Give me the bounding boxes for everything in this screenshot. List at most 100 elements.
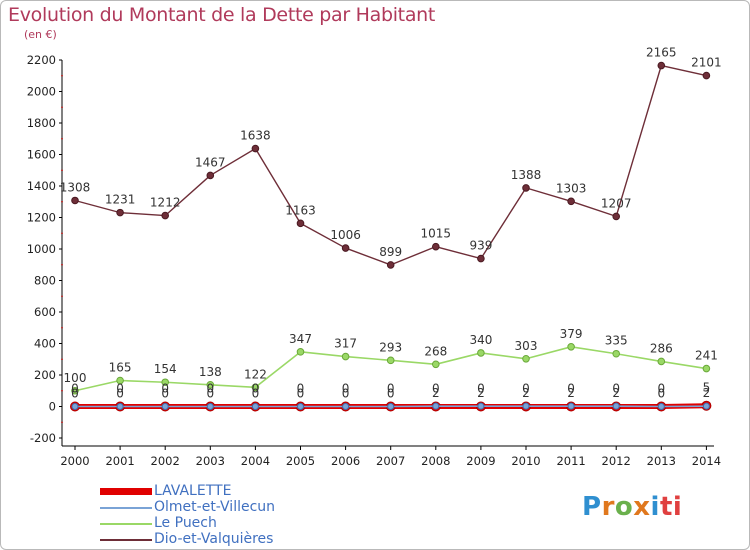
data-label: 0 bbox=[206, 382, 214, 396]
y-tick-label: 1800 bbox=[27, 116, 56, 130]
data-point bbox=[251, 403, 259, 410]
data-label: 138 bbox=[199, 365, 222, 379]
data-label: 2 bbox=[612, 386, 620, 400]
data-label: 1638 bbox=[240, 129, 271, 143]
data-label: 317 bbox=[334, 337, 357, 351]
data-label: 154 bbox=[154, 362, 177, 376]
data-label: 1163 bbox=[285, 203, 316, 217]
data-point bbox=[477, 254, 485, 263]
legend-label-olmet: Olmet-et-Villecun bbox=[154, 499, 276, 515]
x-tick-label: 2001 bbox=[105, 454, 134, 468]
data-point bbox=[296, 348, 305, 356]
x-tick-label: 2014 bbox=[692, 454, 721, 468]
data-point bbox=[702, 402, 710, 410]
data-label: 0 bbox=[567, 382, 575, 396]
data-point bbox=[477, 402, 485, 410]
data-point bbox=[432, 360, 440, 369]
y-tick-label: 0 bbox=[49, 400, 56, 414]
data-label: 303 bbox=[515, 339, 538, 353]
data-point bbox=[612, 402, 620, 410]
y-tick-label: 1400 bbox=[27, 179, 56, 193]
data-point bbox=[477, 349, 485, 357]
x-tick-label: 2003 bbox=[196, 454, 225, 468]
data-label: 0 bbox=[432, 382, 440, 396]
x-tick-label: 2006 bbox=[331, 454, 360, 468]
data-point bbox=[612, 349, 621, 358]
data-label: 0 bbox=[71, 382, 79, 396]
y-tick-label: 2200 bbox=[27, 53, 56, 67]
data-label: 2 bbox=[703, 386, 711, 400]
data-point bbox=[206, 380, 215, 389]
data-point bbox=[432, 402, 440, 410]
legend-label-lavalette: LAVALETTE bbox=[154, 483, 232, 499]
data-label: 340 bbox=[469, 333, 492, 347]
data-label: 0 bbox=[252, 387, 260, 401]
data-label: 268 bbox=[424, 344, 447, 358]
data-label: 0 bbox=[342, 387, 350, 401]
data-label: 0 bbox=[71, 387, 79, 401]
data-point bbox=[612, 212, 621, 221]
data-label: 0 bbox=[252, 382, 260, 396]
data-label: 379 bbox=[560, 327, 583, 341]
data-label: 2 bbox=[567, 386, 575, 400]
y-tick-label: 2000 bbox=[27, 85, 56, 99]
data-point bbox=[251, 144, 260, 153]
data-point bbox=[567, 402, 575, 410]
data-point bbox=[702, 364, 711, 373]
proxiti-logo: Proxiti bbox=[582, 492, 683, 522]
data-point bbox=[116, 376, 124, 385]
x-tick-label: 2010 bbox=[511, 454, 540, 468]
data-label: 0 bbox=[161, 382, 169, 396]
data-point bbox=[341, 244, 350, 252]
data-label: 241 bbox=[695, 349, 718, 363]
data-point bbox=[206, 171, 215, 180]
data-point bbox=[71, 386, 79, 395]
data-point bbox=[522, 402, 530, 410]
data-point bbox=[657, 403, 665, 410]
data-point bbox=[116, 403, 124, 410]
y-tick-label: 600 bbox=[34, 305, 56, 319]
legend-swatch-dio bbox=[100, 539, 152, 541]
x-tick-label: 2009 bbox=[466, 454, 495, 468]
data-label: 347 bbox=[289, 332, 312, 346]
data-label: 165 bbox=[109, 361, 132, 375]
data-label: 0 bbox=[297, 387, 305, 401]
x-tick-label: 2012 bbox=[602, 454, 631, 468]
data-label: 1212 bbox=[150, 196, 181, 210]
data-point bbox=[386, 261, 395, 269]
data-label: 286 bbox=[650, 341, 673, 355]
y-tick-label: 1000 bbox=[27, 242, 56, 256]
data-point bbox=[522, 354, 530, 363]
data-label: 0 bbox=[116, 382, 124, 396]
data-point bbox=[297, 403, 304, 410]
x-tick-label: 2005 bbox=[286, 454, 315, 468]
x-tick-label: 2008 bbox=[421, 454, 450, 468]
data-label: 0 bbox=[387, 387, 395, 401]
data-label: 122 bbox=[244, 367, 267, 381]
data-label: 2 bbox=[477, 386, 485, 400]
data-label: 0 bbox=[657, 382, 665, 396]
chart-title: Evolution du Montant de la Dette par Hab… bbox=[8, 4, 436, 26]
data-label: 293 bbox=[379, 340, 402, 354]
data-label: 1388 bbox=[511, 168, 542, 182]
data-label: 1015 bbox=[421, 227, 452, 241]
data-point bbox=[71, 403, 79, 410]
data-label: 1303 bbox=[556, 181, 587, 195]
x-tick-label: 2002 bbox=[151, 454, 180, 468]
data-label: 100 bbox=[64, 371, 87, 385]
y-tick-label: 200 bbox=[34, 368, 56, 382]
series-line-3 bbox=[74, 64, 707, 266]
data-label: 0 bbox=[161, 387, 169, 401]
x-tick-label: 2004 bbox=[241, 454, 270, 468]
data-label: 0 bbox=[612, 382, 620, 396]
data-point bbox=[522, 184, 530, 192]
data-label: 0 bbox=[387, 382, 395, 396]
legend-swatch-le-puech bbox=[100, 523, 152, 525]
data-point bbox=[386, 356, 395, 365]
x-tick-label: 2000 bbox=[60, 454, 89, 468]
legend-label-dio: Dio-et-Valquières bbox=[154, 531, 274, 547]
data-label: 2101 bbox=[691, 56, 722, 70]
legend-swatch-lavalette bbox=[100, 488, 152, 495]
data-label: 0 bbox=[342, 382, 350, 396]
